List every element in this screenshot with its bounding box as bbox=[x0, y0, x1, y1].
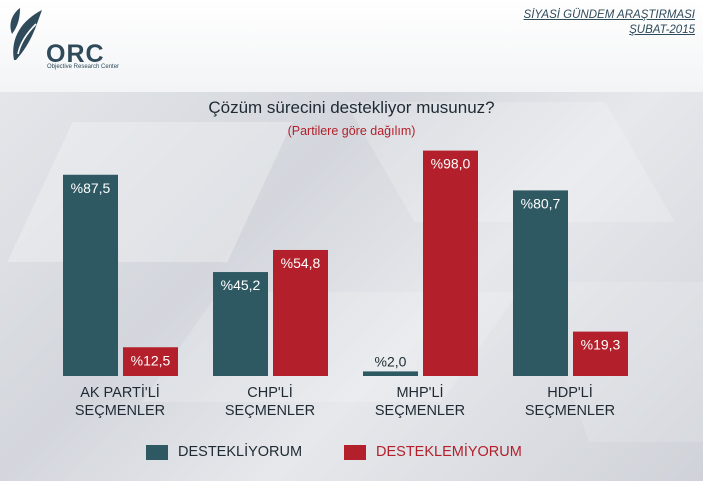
chart-subtitle: (Partilere göre dağılım) bbox=[287, 124, 416, 138]
survey-name: SİYASİ GÜNDEM ARAŞTIRMASI bbox=[523, 9, 695, 21]
oppose-value-label-2: %98,0 bbox=[431, 156, 471, 172]
category-label-0: AK PARTİ'Lİ SEÇMENLER bbox=[45, 384, 195, 420]
support-bar-1 bbox=[213, 272, 268, 376]
category-label-3: HDP'Lİ SEÇMENLER bbox=[495, 384, 645, 420]
support-value-label-2: %2,0 bbox=[375, 353, 407, 369]
oppose-value-label-1: %54,8 bbox=[281, 255, 321, 271]
category-label-line: SEÇMENLER bbox=[74, 403, 166, 419]
survey-date: ŞUBAT-2015 bbox=[629, 24, 695, 36]
support-value-label-1: %45,2 bbox=[221, 277, 261, 293]
category-label-line: SEÇMENLER bbox=[224, 403, 316, 419]
legend-support-label: DESTEKLİYORUM bbox=[178, 444, 303, 460]
category-label-line: MHP'Lİ bbox=[396, 385, 444, 401]
category-label-line: HDP'Lİ bbox=[547, 385, 593, 401]
oppose-bar-1 bbox=[273, 249, 328, 376]
legend-oppose-swatch bbox=[344, 445, 366, 460]
logo-text: ORC bbox=[46, 40, 105, 68]
support-bar-0 bbox=[63, 174, 118, 376]
category-label-line: SEÇMENLER bbox=[524, 403, 616, 419]
oppose-value-label-0: %12,5 bbox=[131, 352, 171, 368]
support-bar-3 bbox=[513, 190, 568, 376]
chart-title: Çözüm sürecini destekliyor musunuz? bbox=[208, 98, 495, 117]
orc-logo: ORC Objective Research Center bbox=[6, 4, 126, 70]
legend-support-swatch bbox=[146, 445, 168, 460]
support-value-label-0: %87,5 bbox=[71, 180, 111, 196]
oppose-bar-0 bbox=[123, 347, 178, 376]
survey-title: SİYASİ GÜNDEM ARAŞTIRMASI ŞUBAT-2015 bbox=[524, 8, 695, 38]
support-value-label-3: %80,7 bbox=[521, 195, 561, 211]
oppose-value-label-3: %19,3 bbox=[581, 337, 621, 353]
oppose-bar-2 bbox=[423, 150, 478, 376]
oppose-bar-3 bbox=[573, 331, 628, 376]
legend-oppose-label: DESTEKLEMİYORUM bbox=[376, 444, 522, 460]
logo-subtext: Objective Research Center bbox=[47, 64, 120, 70]
category-label-1: CHP'Lİ SEÇMENLER bbox=[195, 384, 345, 420]
category-label-line: AK PARTİ'Lİ bbox=[80, 385, 160, 401]
category-label-line: CHP'Lİ bbox=[247, 385, 293, 401]
header: ORC Objective Research Center SİYASİ GÜN… bbox=[0, 0, 703, 92]
leaf-logo-icon bbox=[10, 8, 42, 60]
category-label-2: MHP'Lİ SEÇMENLER bbox=[345, 384, 495, 420]
category-label-line: SEÇMENLER bbox=[374, 403, 466, 419]
support-bar-2 bbox=[363, 371, 418, 376]
